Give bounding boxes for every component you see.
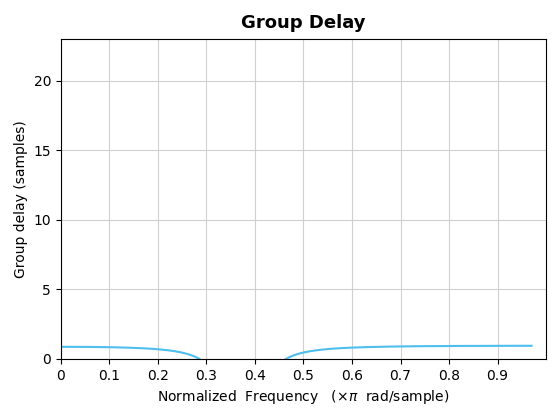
Y-axis label: Group delay (samples): Group delay (samples) [14, 120, 28, 278]
Title: Group Delay: Group Delay [241, 14, 366, 32]
X-axis label: Normalized  Frequency   (×$\pi$  rad/sample): Normalized Frequency (×$\pi$ rad/sample) [157, 388, 450, 406]
